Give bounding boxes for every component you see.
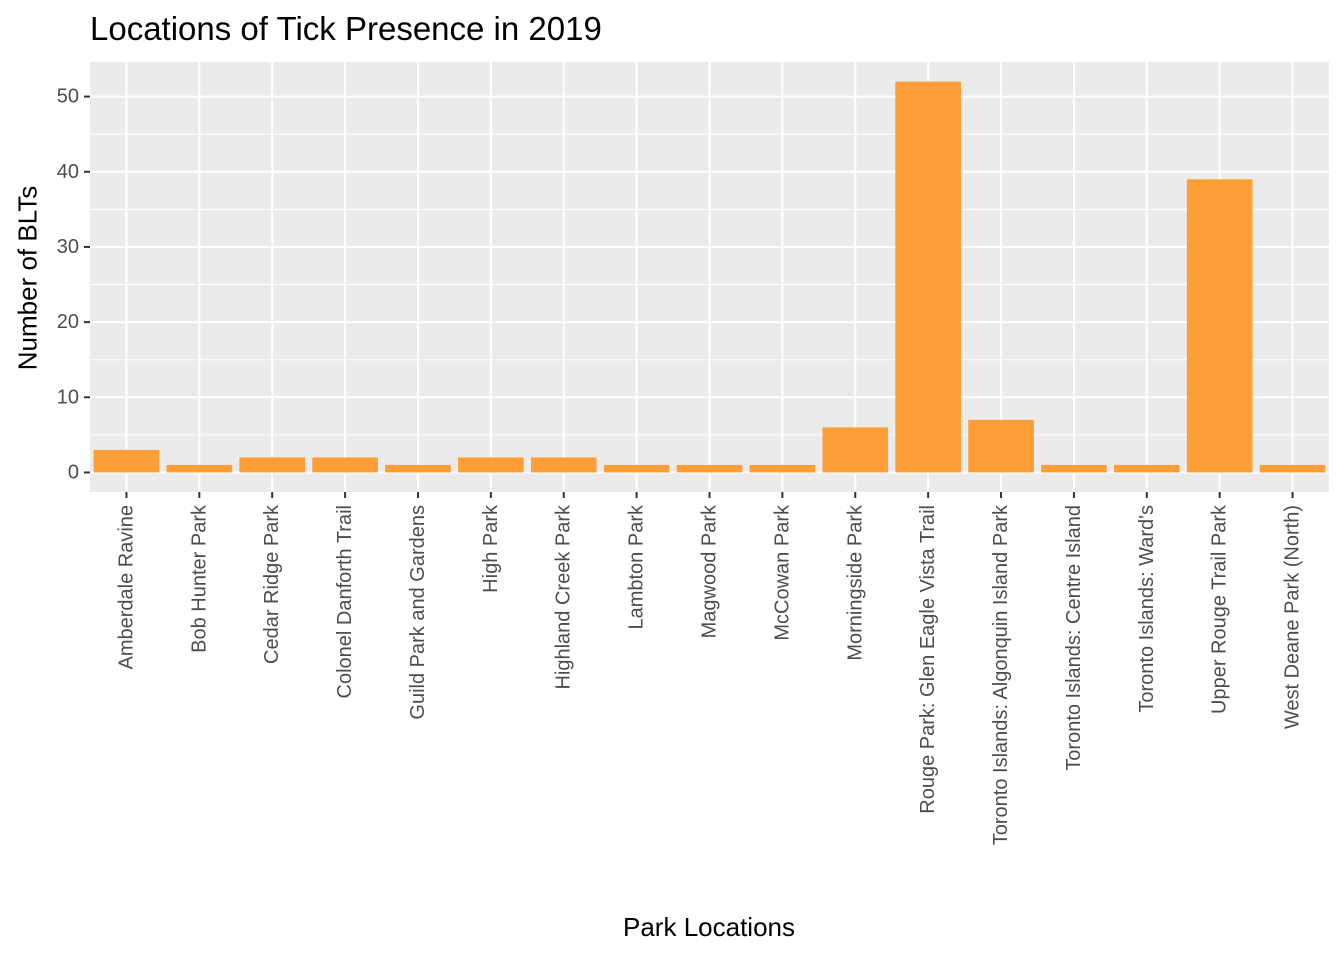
x-tick-label: Rouge Park: Glen Eagle Vista Trail bbox=[917, 505, 939, 814]
bar bbox=[822, 427, 889, 473]
y-tick-label: 20 bbox=[57, 311, 79, 333]
bar bbox=[239, 457, 306, 473]
y-tick-label: 10 bbox=[57, 386, 79, 408]
y-tick-label: 50 bbox=[57, 86, 79, 108]
bar bbox=[968, 419, 1034, 473]
x-tick-label: Cedar Ridge Park bbox=[261, 504, 283, 664]
bar bbox=[385, 464, 451, 473]
x-tick-label: Toronto Islands: Ward's bbox=[1136, 505, 1158, 713]
x-tick-label: Morningside Park bbox=[844, 504, 866, 661]
x-tick-label: Guild Park and Gardens bbox=[407, 505, 429, 720]
bar bbox=[458, 457, 524, 473]
bar bbox=[1259, 464, 1326, 473]
y-tick-label: 40 bbox=[57, 161, 79, 183]
x-tick-label: Amberdale Ravine bbox=[115, 505, 137, 670]
x-tick-label: High Park bbox=[480, 504, 502, 593]
y-tick-label: 0 bbox=[68, 461, 79, 483]
x-tick-label: Bob Hunter Park bbox=[188, 504, 210, 653]
x-tick-label: Highland Creek Park bbox=[553, 504, 575, 690]
x-axis: Amberdale Ravine Bob Hunter Park Cedar Rid… bbox=[115, 492, 1304, 845]
x-tick-label: Colonel Danforth Trail bbox=[334, 505, 356, 698]
y-tick-label: 30 bbox=[57, 236, 79, 258]
x-tick-label: Upper Rouge Trail Park bbox=[1209, 504, 1231, 714]
grid-major-lines bbox=[90, 62, 1329, 492]
chart-title: Locations of Tick Presence in 2019 bbox=[90, 10, 602, 47]
bar bbox=[312, 457, 378, 473]
bar bbox=[676, 464, 743, 473]
bar bbox=[603, 464, 670, 473]
bar bbox=[530, 457, 597, 473]
bar bbox=[93, 449, 160, 473]
x-axis-label: Park Locations bbox=[623, 912, 795, 942]
bars bbox=[93, 81, 1326, 473]
bar bbox=[1186, 179, 1253, 473]
x-tick-label: West Deane Park (North) bbox=[1282, 505, 1304, 729]
y-axis: 0 10 20 30 40 50 bbox=[57, 86, 90, 483]
x-tick-label: Toronto Islands: Centre Island bbox=[1063, 505, 1085, 771]
bar bbox=[166, 464, 233, 473]
bar bbox=[895, 81, 961, 473]
x-tick-label: Toronto Islands: Algonquin Island Park bbox=[990, 504, 1012, 845]
x-tick-label: Magwood Park bbox=[699, 504, 721, 638]
bar bbox=[1041, 464, 1107, 473]
bar bbox=[749, 464, 816, 473]
x-tick-label: McCowan Park bbox=[771, 504, 793, 641]
x-tick-label: Lambton Park bbox=[626, 504, 648, 630]
bar bbox=[1113, 464, 1180, 473]
